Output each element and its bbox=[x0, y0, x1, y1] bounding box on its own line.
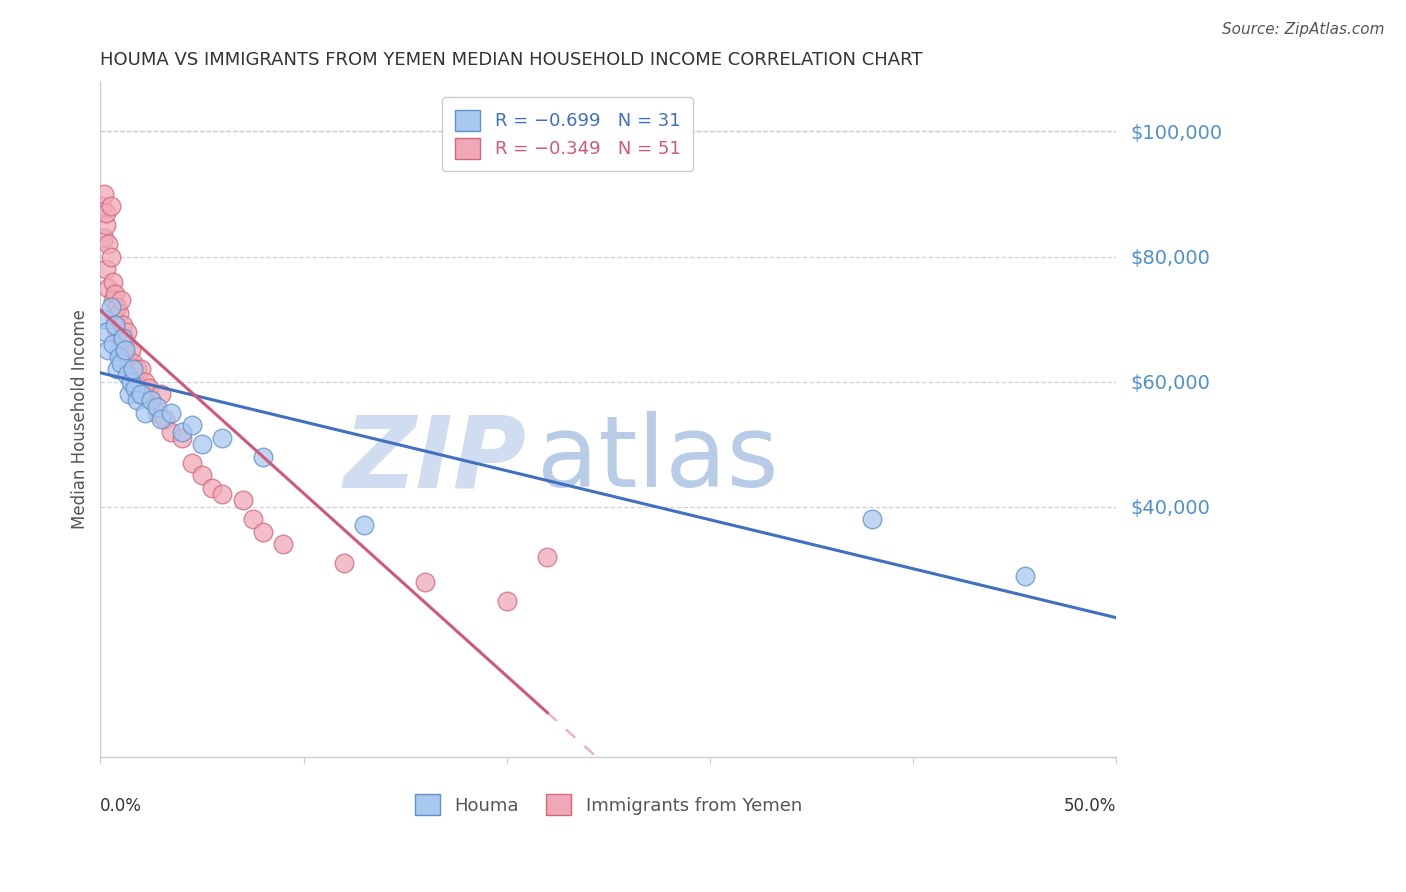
Point bbox=[252, 524, 274, 539]
Point bbox=[103, 312, 125, 326]
Point bbox=[191, 437, 214, 451]
Point bbox=[114, 337, 136, 351]
Point bbox=[118, 362, 141, 376]
Point bbox=[97, 237, 120, 252]
Point bbox=[93, 312, 115, 326]
Point bbox=[100, 300, 122, 314]
Point bbox=[160, 406, 183, 420]
Point bbox=[110, 331, 132, 345]
Point bbox=[242, 512, 264, 526]
Point bbox=[96, 325, 118, 339]
Point bbox=[180, 418, 202, 433]
Text: Source: ZipAtlas.com: Source: ZipAtlas.com bbox=[1222, 22, 1385, 37]
Point bbox=[103, 287, 125, 301]
Point bbox=[115, 325, 138, 339]
Point bbox=[1014, 568, 1036, 582]
Point bbox=[211, 487, 233, 501]
Point bbox=[121, 356, 143, 370]
Point bbox=[333, 556, 356, 570]
Point bbox=[124, 375, 146, 389]
Point bbox=[160, 425, 183, 439]
Point bbox=[252, 450, 274, 464]
Text: ZIP: ZIP bbox=[344, 411, 527, 508]
Point bbox=[170, 431, 193, 445]
Point bbox=[120, 343, 142, 358]
Point bbox=[125, 393, 148, 408]
Point bbox=[91, 199, 114, 213]
Point bbox=[129, 362, 152, 376]
Point bbox=[110, 293, 132, 308]
Point bbox=[271, 537, 294, 551]
Point bbox=[170, 425, 193, 439]
Text: HOUMA VS IMMIGRANTS FROM YEMEN MEDIAN HOUSEHOLD INCOME CORRELATION CHART: HOUMA VS IMMIGRANTS FROM YEMEN MEDIAN HO… bbox=[100, 51, 922, 69]
Point bbox=[232, 493, 254, 508]
Point bbox=[415, 574, 437, 589]
Point bbox=[146, 400, 169, 414]
Point bbox=[180, 456, 202, 470]
Point bbox=[124, 381, 146, 395]
Point bbox=[100, 250, 122, 264]
Point bbox=[96, 205, 118, 219]
Point bbox=[353, 518, 375, 533]
Point bbox=[495, 593, 517, 607]
Point bbox=[138, 381, 160, 395]
Point bbox=[93, 231, 115, 245]
Point bbox=[97, 343, 120, 358]
Point bbox=[118, 387, 141, 401]
Point bbox=[125, 362, 148, 376]
Point bbox=[96, 218, 118, 232]
Point bbox=[120, 375, 142, 389]
Point bbox=[93, 186, 115, 201]
Point bbox=[155, 412, 177, 426]
Point bbox=[862, 512, 884, 526]
Point bbox=[191, 468, 214, 483]
Point bbox=[150, 412, 173, 426]
Point bbox=[111, 318, 134, 333]
Text: 0.0%: 0.0% bbox=[100, 797, 142, 815]
Legend: Houma, Immigrants from Yemen: Houma, Immigrants from Yemen bbox=[408, 787, 810, 822]
Point bbox=[101, 337, 124, 351]
Point bbox=[146, 406, 169, 420]
Point bbox=[128, 387, 150, 401]
Point bbox=[141, 393, 163, 408]
Point bbox=[134, 375, 156, 389]
Point bbox=[107, 306, 129, 320]
Y-axis label: Median Household Income: Median Household Income bbox=[72, 310, 89, 529]
Point bbox=[114, 343, 136, 358]
Point bbox=[201, 481, 224, 495]
Text: atlas: atlas bbox=[537, 411, 779, 508]
Point bbox=[107, 343, 129, 358]
Point bbox=[141, 393, 163, 408]
Point bbox=[536, 549, 558, 564]
Point bbox=[121, 362, 143, 376]
Point bbox=[100, 199, 122, 213]
Point bbox=[105, 362, 128, 376]
Point bbox=[107, 350, 129, 364]
Point bbox=[134, 406, 156, 420]
Point bbox=[101, 293, 124, 308]
Point bbox=[103, 318, 125, 333]
Point bbox=[150, 387, 173, 401]
Point bbox=[211, 431, 233, 445]
Text: 50.0%: 50.0% bbox=[1064, 797, 1116, 815]
Point bbox=[105, 300, 128, 314]
Point bbox=[105, 325, 128, 339]
Point bbox=[110, 356, 132, 370]
Point bbox=[129, 387, 152, 401]
Point bbox=[115, 350, 138, 364]
Point bbox=[97, 281, 120, 295]
Point bbox=[115, 368, 138, 383]
Point bbox=[96, 262, 118, 277]
Point bbox=[111, 331, 134, 345]
Point bbox=[101, 275, 124, 289]
